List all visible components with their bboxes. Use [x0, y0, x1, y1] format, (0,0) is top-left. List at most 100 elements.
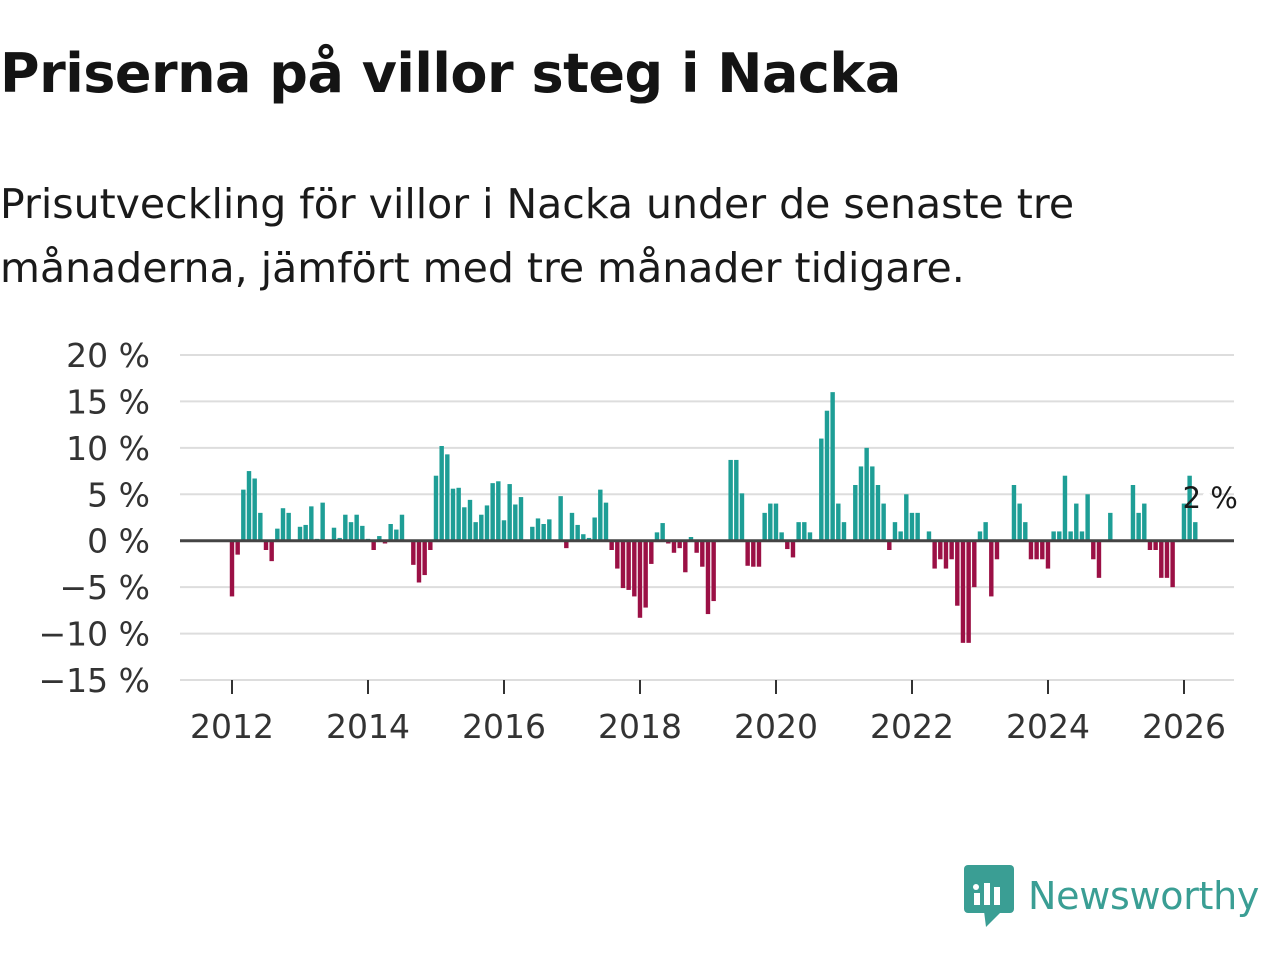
bar	[955, 540, 960, 606]
bar	[603, 502, 609, 541]
bar	[779, 532, 784, 541]
y-axis-ticks: 20 % 15 % 10 % 5 % 0 % −5 % −10 % −15 %	[39, 336, 151, 700]
bar	[388, 524, 393, 541]
bar	[1108, 512, 1113, 541]
bar	[1017, 503, 1022, 541]
bar	[1074, 503, 1079, 541]
bar	[348, 522, 354, 541]
bar	[445, 454, 450, 541]
y-tick-label: −15 %	[39, 661, 151, 700]
bar	[762, 512, 767, 541]
bar	[830, 392, 835, 541]
bar	[513, 504, 518, 541]
bar	[864, 447, 869, 541]
y-tick-label: 0 %	[87, 522, 150, 561]
x-tick-label: 2018	[598, 707, 682, 746]
bar	[915, 512, 920, 541]
bar	[297, 526, 303, 541]
bar	[858, 466, 864, 541]
bar	[371, 540, 376, 550]
bar	[241, 489, 246, 541]
bar	[688, 537, 694, 541]
bar	[507, 484, 512, 541]
bar	[456, 487, 461, 541]
y-tick-label: −5 %	[60, 568, 151, 607]
bar	[1096, 540, 1102, 578]
bar	[439, 446, 444, 541]
bar	[280, 508, 286, 541]
bar	[881, 503, 886, 541]
bar	[575, 524, 580, 541]
bar	[1045, 540, 1051, 569]
bar	[615, 540, 620, 569]
bar	[377, 536, 382, 541]
bar-chart-logo-icon	[964, 865, 1014, 927]
bar	[411, 540, 416, 565]
bar	[1136, 512, 1141, 541]
bar	[530, 526, 535, 541]
bar	[416, 540, 422, 583]
bar	[909, 512, 915, 541]
bar	[739, 493, 745, 541]
bar	[450, 488, 456, 541]
bar	[632, 540, 637, 597]
bar	[484, 505, 490, 541]
bar	[1068, 531, 1073, 541]
bar	[467, 499, 473, 541]
bar	[1028, 540, 1034, 560]
bar	[354, 514, 359, 541]
bar	[229, 540, 235, 597]
x-tick-label: 2020	[734, 707, 818, 746]
bar	[541, 524, 546, 541]
bar	[1062, 475, 1068, 541]
bar	[949, 540, 954, 560]
bar	[773, 503, 779, 541]
x-tick-label: 2012	[190, 707, 274, 746]
bar	[1130, 485, 1136, 541]
bar	[790, 540, 796, 558]
bar	[819, 438, 824, 541]
bar	[677, 540, 682, 549]
bar	[609, 540, 614, 550]
bar	[643, 540, 648, 608]
bar	[1181, 503, 1187, 541]
chart-subtitle: Prisutveckling för villor i Nacka under …	[0, 180, 1075, 292]
bar	[796, 522, 801, 541]
bar	[433, 475, 439, 541]
bar	[235, 540, 240, 555]
bar	[1057, 531, 1062, 541]
x-tick-label: 2022	[870, 707, 954, 746]
bar	[558, 496, 563, 541]
bar	[649, 540, 654, 564]
bar	[853, 485, 858, 541]
bar	[1170, 540, 1175, 588]
bar	[807, 532, 813, 541]
bar	[473, 522, 478, 541]
bar	[547, 519, 552, 541]
bar	[428, 540, 433, 550]
x-tick-label: 2016	[462, 707, 546, 746]
bar	[1051, 531, 1056, 541]
bar	[745, 540, 750, 566]
bar	[785, 540, 790, 550]
bar	[479, 514, 484, 541]
bar	[564, 540, 569, 549]
bar	[824, 410, 830, 541]
bars	[229, 392, 1198, 643]
y-tick-label: 10 %	[66, 429, 150, 468]
bar	[309, 506, 314, 541]
bar	[887, 540, 892, 550]
bar	[422, 540, 427, 576]
bar	[535, 518, 541, 541]
bar	[1142, 503, 1147, 541]
bar	[258, 512, 263, 541]
bar	[581, 534, 586, 541]
bar	[569, 512, 575, 541]
bar	[711, 540, 716, 602]
bar	[938, 540, 943, 560]
bar	[246, 471, 252, 541]
x-axis-ticks: 2012 2014 2016 2018 2020 2022 2024 2026	[190, 680, 1226, 746]
bar	[705, 540, 711, 615]
bar	[1153, 540, 1158, 550]
bar	[1159, 540, 1164, 578]
